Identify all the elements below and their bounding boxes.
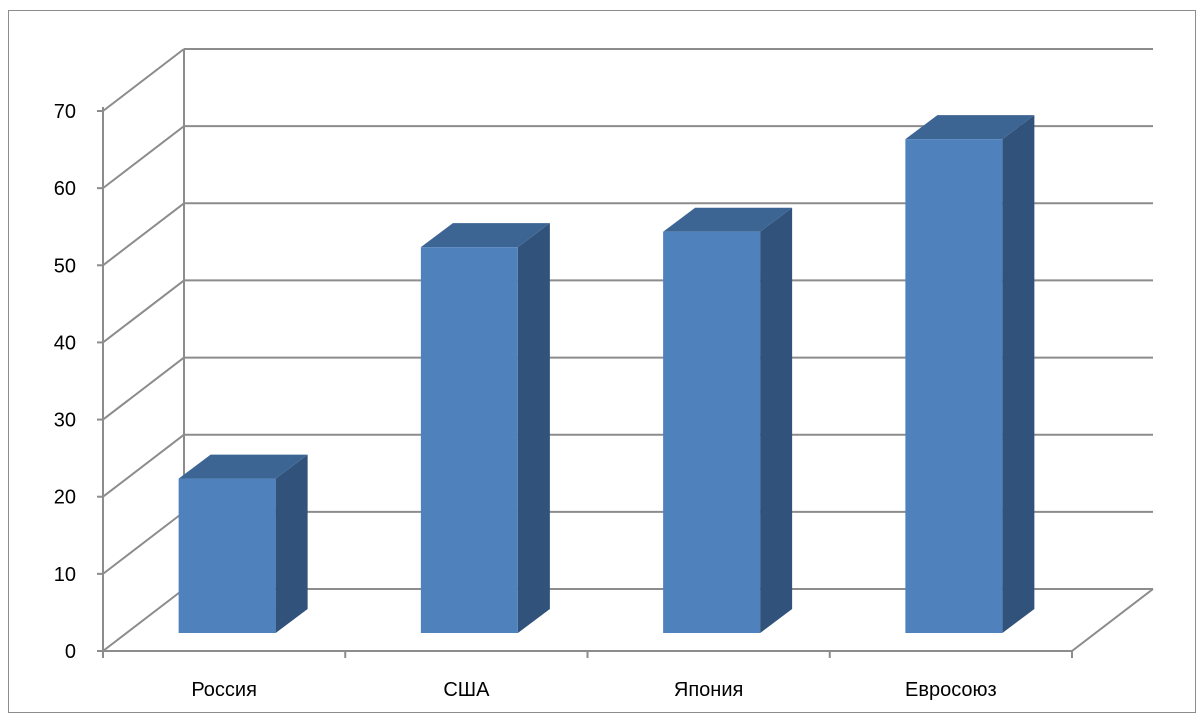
y-tick-label: 40 <box>54 332 76 354</box>
bar-front-face <box>663 231 761 633</box>
bar-top-face <box>905 115 1035 140</box>
x-tick-label: США <box>443 679 490 701</box>
bar-front-face <box>420 247 518 633</box>
gridline-side-30 <box>102 356 185 421</box>
bar-4 <box>905 115 1035 633</box>
gridline-side-0 <box>102 588 185 652</box>
x-tick-labels: Россия США Япония Евросоюз <box>191 679 996 701</box>
y-tick-label: 10 <box>54 564 76 586</box>
bar-side-face <box>517 223 550 633</box>
y-tick-labels: 0 10 20 30 40 50 60 70 <box>54 101 76 663</box>
x-tick-label: Россия <box>191 679 257 701</box>
bar-top-face <box>663 207 793 232</box>
bar-top-face <box>178 454 308 479</box>
floor-right-edge <box>1071 588 1154 652</box>
gridline-side-20 <box>102 433 185 498</box>
y-tick-label: 20 <box>54 487 76 509</box>
bars <box>178 115 1035 633</box>
x-tick-label: Евросоюз <box>905 679 997 701</box>
gridline-side-60 <box>102 125 185 189</box>
bar-side-face <box>1002 115 1035 633</box>
bar-front-face <box>178 478 276 633</box>
x-tick-label: Япония <box>674 679 743 701</box>
bar-1 <box>178 454 308 633</box>
y-tick-label: 0 <box>65 641 76 663</box>
y-tick-label: 60 <box>54 178 76 200</box>
bar-front-face <box>905 139 1003 633</box>
gridline-side-70 <box>102 48 185 112</box>
gridline-side-50 <box>102 202 185 267</box>
gridline-side-40 <box>102 279 185 344</box>
y-tick-label: 50 <box>54 255 76 277</box>
bar-side-face <box>760 207 793 633</box>
y-tick-label: 70 <box>54 101 76 123</box>
bar-2 <box>420 223 550 633</box>
bar-top-face <box>420 223 550 248</box>
gridline-side-10 <box>102 511 185 575</box>
bar-side-face <box>275 454 308 633</box>
bar-3 <box>663 207 793 633</box>
y-tick-label: 30 <box>54 410 76 432</box>
